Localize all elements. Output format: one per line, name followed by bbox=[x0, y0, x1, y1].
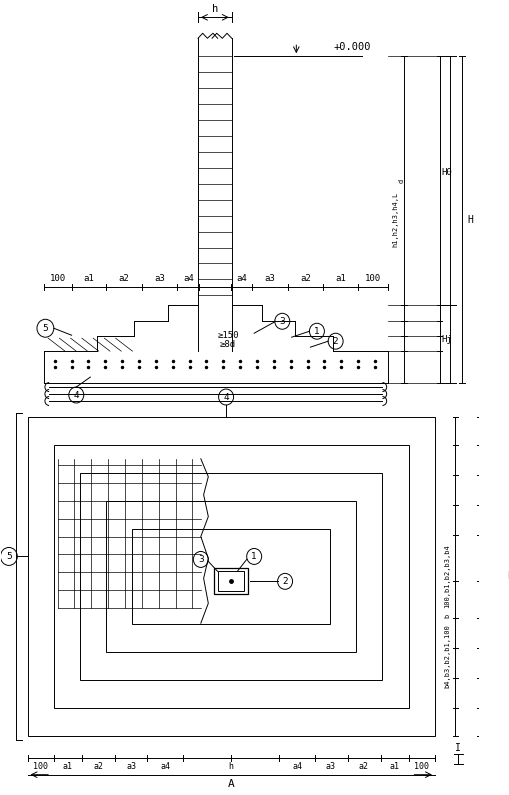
Text: 3: 3 bbox=[197, 555, 203, 564]
Text: a2: a2 bbox=[358, 762, 368, 771]
Text: 1: 1 bbox=[314, 327, 319, 335]
Text: 100: 100 bbox=[364, 274, 380, 283]
Text: a2: a2 bbox=[94, 762, 103, 771]
Text: a2: a2 bbox=[119, 274, 129, 283]
Text: +0.000: +0.000 bbox=[333, 42, 371, 52]
Bar bbox=[27, 417, 434, 736]
Text: a1: a1 bbox=[63, 762, 73, 771]
Text: a2: a2 bbox=[300, 274, 310, 283]
Text: 5: 5 bbox=[42, 324, 48, 333]
Text: h: h bbox=[211, 4, 217, 14]
Text: a1: a1 bbox=[334, 274, 345, 283]
Text: a3: a3 bbox=[264, 274, 275, 283]
Text: a3: a3 bbox=[154, 274, 165, 283]
Text: 5: 5 bbox=[6, 552, 12, 561]
Text: ≥150: ≥150 bbox=[217, 331, 238, 339]
Text: d: d bbox=[398, 179, 404, 183]
Bar bbox=[132, 529, 329, 624]
Text: H0: H0 bbox=[441, 169, 451, 177]
Text: a4: a4 bbox=[292, 762, 302, 771]
Bar bbox=[217, 572, 243, 591]
Text: a4: a4 bbox=[236, 274, 247, 283]
Text: B: B bbox=[506, 572, 509, 581]
Text: 100,b1,b2,b3,b4: 100,b1,b2,b3,b4 bbox=[443, 545, 449, 608]
Bar bbox=[106, 501, 355, 652]
Bar bbox=[80, 473, 382, 680]
Text: 100: 100 bbox=[413, 762, 429, 771]
Text: a1: a1 bbox=[389, 762, 399, 771]
Text: 4: 4 bbox=[73, 390, 79, 400]
Text: 4: 4 bbox=[223, 393, 229, 401]
Text: a1: a1 bbox=[83, 274, 94, 283]
Text: ≥8d: ≥8d bbox=[219, 339, 236, 349]
Text: a4: a4 bbox=[160, 762, 170, 771]
Text: 1: 1 bbox=[251, 552, 257, 561]
Bar bbox=[54, 445, 408, 708]
Text: 2: 2 bbox=[281, 577, 287, 586]
Bar bbox=[213, 568, 247, 595]
Text: I: I bbox=[455, 743, 460, 753]
Text: 2: 2 bbox=[332, 337, 338, 346]
Text: b4,b3,b2,b1,100: b4,b3,b2,b1,100 bbox=[443, 624, 449, 688]
Text: A: A bbox=[227, 778, 234, 789]
Text: a4: a4 bbox=[183, 274, 193, 283]
Text: a3: a3 bbox=[325, 762, 335, 771]
Text: a3: a3 bbox=[126, 762, 136, 771]
Text: H: H bbox=[467, 215, 472, 225]
Text: h1,h2,h3,h4,L: h1,h2,h3,h4,L bbox=[392, 192, 398, 247]
Text: 100: 100 bbox=[33, 762, 48, 771]
Text: h: h bbox=[228, 762, 233, 771]
Text: Hj: Hj bbox=[441, 335, 451, 343]
Text: 3: 3 bbox=[279, 316, 285, 326]
Text: b: b bbox=[443, 614, 449, 619]
Text: 100: 100 bbox=[49, 274, 66, 283]
